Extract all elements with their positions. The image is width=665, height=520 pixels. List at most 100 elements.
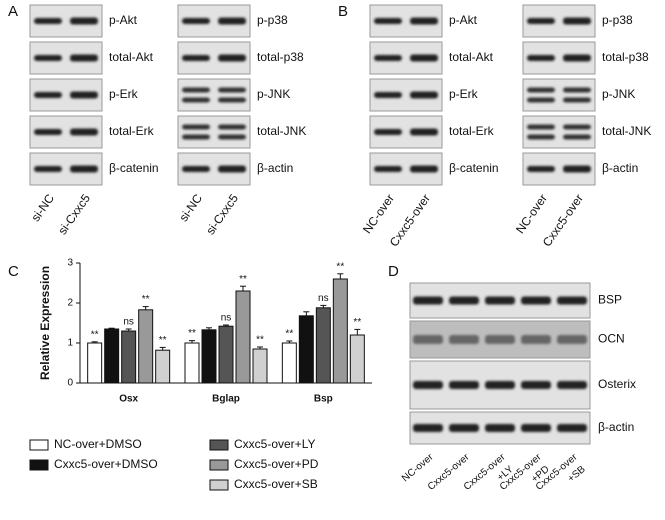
blot-band — [449, 381, 479, 389]
lane-label: si-Cxxc5 — [203, 191, 241, 237]
blot-band — [557, 424, 587, 432]
blot-row — [177, 115, 251, 149]
blot-band — [218, 165, 246, 173]
blot-band — [374, 55, 402, 61]
blot-band — [182, 55, 210, 61]
significance: ** — [188, 328, 196, 339]
blot-label: β-actin — [602, 161, 638, 175]
blot-label: total-JNK — [257, 124, 306, 138]
y-tick-label: 2 — [67, 298, 73, 309]
lane-label: NC-over — [513, 192, 550, 237]
blot-band — [485, 381, 515, 389]
blot-band — [557, 335, 587, 344]
blot-label: total-Akt — [449, 50, 494, 64]
blot-band — [563, 87, 591, 93]
blot-band — [182, 166, 210, 172]
blot-band — [374, 129, 402, 135]
y-tick-label: 1 — [67, 338, 73, 349]
blot-label: Osterix — [598, 377, 636, 391]
blot-band — [34, 166, 62, 172]
blot-band — [413, 296, 443, 305]
blot-band — [449, 296, 479, 305]
blot-label: total-Erk — [109, 124, 155, 138]
blot-band — [218, 17, 246, 25]
bar — [349, 334, 365, 384]
blot-band — [218, 124, 246, 130]
legend-label: NC-over+DMSO — [54, 437, 142, 451]
significance: ** — [239, 274, 247, 285]
legend-swatch — [209, 479, 229, 491]
bar — [281, 342, 297, 384]
blot-band — [374, 18, 402, 24]
significance: ** — [353, 317, 361, 328]
blot-label: p-Akt — [449, 13, 478, 27]
legend-label: Cxxc5-over+SB — [234, 477, 318, 491]
blot-band — [557, 296, 587, 305]
blot-band — [182, 87, 210, 93]
blot-row — [522, 78, 596, 112]
lane-label: si-NC — [28, 191, 57, 224]
y-axis-title: Relative Expression — [38, 266, 52, 380]
blot-band — [374, 166, 402, 172]
blot-band — [410, 54, 438, 62]
blot-band — [527, 55, 555, 61]
blot-label: p-Erk — [109, 87, 139, 101]
blot-label: total-p38 — [602, 50, 649, 64]
blot-label: p-Akt — [109, 13, 138, 27]
blot-band — [563, 54, 591, 62]
blot-band — [218, 87, 246, 93]
blot-label: total-Erk — [449, 124, 495, 138]
blot-band — [182, 97, 210, 103]
lane-label: si-Cxxc5 — [55, 191, 93, 237]
blot-label: β-catenin — [449, 161, 499, 175]
blot-band — [182, 124, 210, 130]
blot-band — [527, 87, 555, 93]
blot-band — [34, 18, 62, 24]
bar — [138, 309, 154, 384]
significance: ** — [285, 329, 293, 340]
blot-row — [177, 78, 251, 112]
blot-label: BSP — [598, 293, 622, 307]
legend-label: Cxxc5-over+LY — [234, 437, 315, 451]
significance: ns — [221, 313, 232, 324]
blot-band — [410, 128, 438, 136]
bar — [218, 325, 234, 384]
blot-band — [374, 92, 402, 98]
blot-band — [410, 91, 438, 99]
blot-band — [70, 91, 98, 99]
legend-swatch — [209, 459, 229, 471]
x-tick-label: Bglap — [212, 394, 240, 405]
significance: ns — [318, 293, 329, 304]
panel-label: D — [388, 263, 399, 280]
blot-label: β-actin — [257, 161, 293, 175]
significance: ** — [336, 261, 344, 272]
legend-swatch — [29, 459, 49, 471]
bar — [121, 330, 137, 384]
bar — [184, 342, 200, 384]
significance: ** — [256, 335, 264, 346]
blot-band — [485, 424, 515, 432]
blot-label: p-Erk — [449, 87, 479, 101]
blot-band — [413, 381, 443, 389]
blot-band — [563, 124, 591, 130]
significance: ** — [159, 335, 167, 346]
blot-label: total-JNK — [602, 124, 651, 138]
blot-label: total-p38 — [257, 50, 304, 64]
blot-label: p-p38 — [257, 13, 288, 27]
lane-label: NC-over — [360, 192, 397, 237]
blot-band — [34, 92, 62, 98]
lane-label: si-NC — [176, 191, 205, 224]
blot-band — [70, 128, 98, 136]
blot-band — [449, 335, 479, 344]
bar — [104, 328, 120, 384]
bar — [235, 290, 251, 384]
blot-band — [182, 134, 210, 140]
legend-label: Cxxc5-over+PD — [234, 457, 319, 471]
blot-band — [527, 166, 555, 172]
blot-band — [34, 129, 62, 135]
blot-row — [522, 115, 596, 149]
blot-band — [527, 134, 555, 140]
blot-band — [563, 165, 591, 173]
bar — [155, 349, 171, 384]
